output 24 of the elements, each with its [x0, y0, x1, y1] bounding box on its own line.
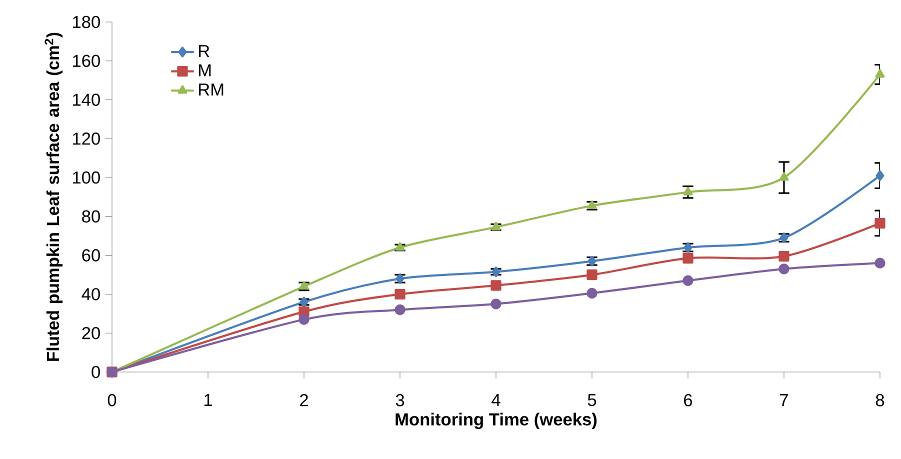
y-tick-label: 180: [73, 16, 100, 28]
x-tick-label: 1: [204, 394, 212, 406]
y-tick-label: 80: [82, 210, 100, 223]
legend-label: M: [199, 64, 211, 76]
x-tick-label: 5: [588, 394, 596, 406]
y-tick-label: 20: [82, 326, 100, 340]
x-tick-label: 2: [300, 394, 308, 406]
legend-label: RM: [199, 84, 224, 96]
y-tick-label: 100: [73, 171, 100, 184]
x-tick-label: 8: [876, 394, 884, 406]
legend-label: R: [199, 45, 210, 58]
x-tick-label: 4: [492, 394, 500, 406]
y-tick-label: 140: [73, 94, 100, 106]
x-axis-title: Monitoring Time (weeks): [396, 412, 597, 430]
x-tick-label: 0: [108, 394, 116, 406]
y-tick-label: 0: [92, 366, 100, 378]
x-tick-label: 6: [684, 394, 692, 406]
x-tick-label: 3: [396, 394, 404, 406]
y-axis-title: Fluted pumpkin Leaf surface area (cm$^{2}$): [44, 32, 63, 361]
y-tick-label: 40: [82, 288, 100, 300]
y-tick-label: 60: [82, 249, 100, 262]
y-tick-label: 120: [73, 132, 100, 145]
y-tick-label: 160: [73, 54, 100, 68]
x-tick-label: 7: [780, 394, 788, 406]
